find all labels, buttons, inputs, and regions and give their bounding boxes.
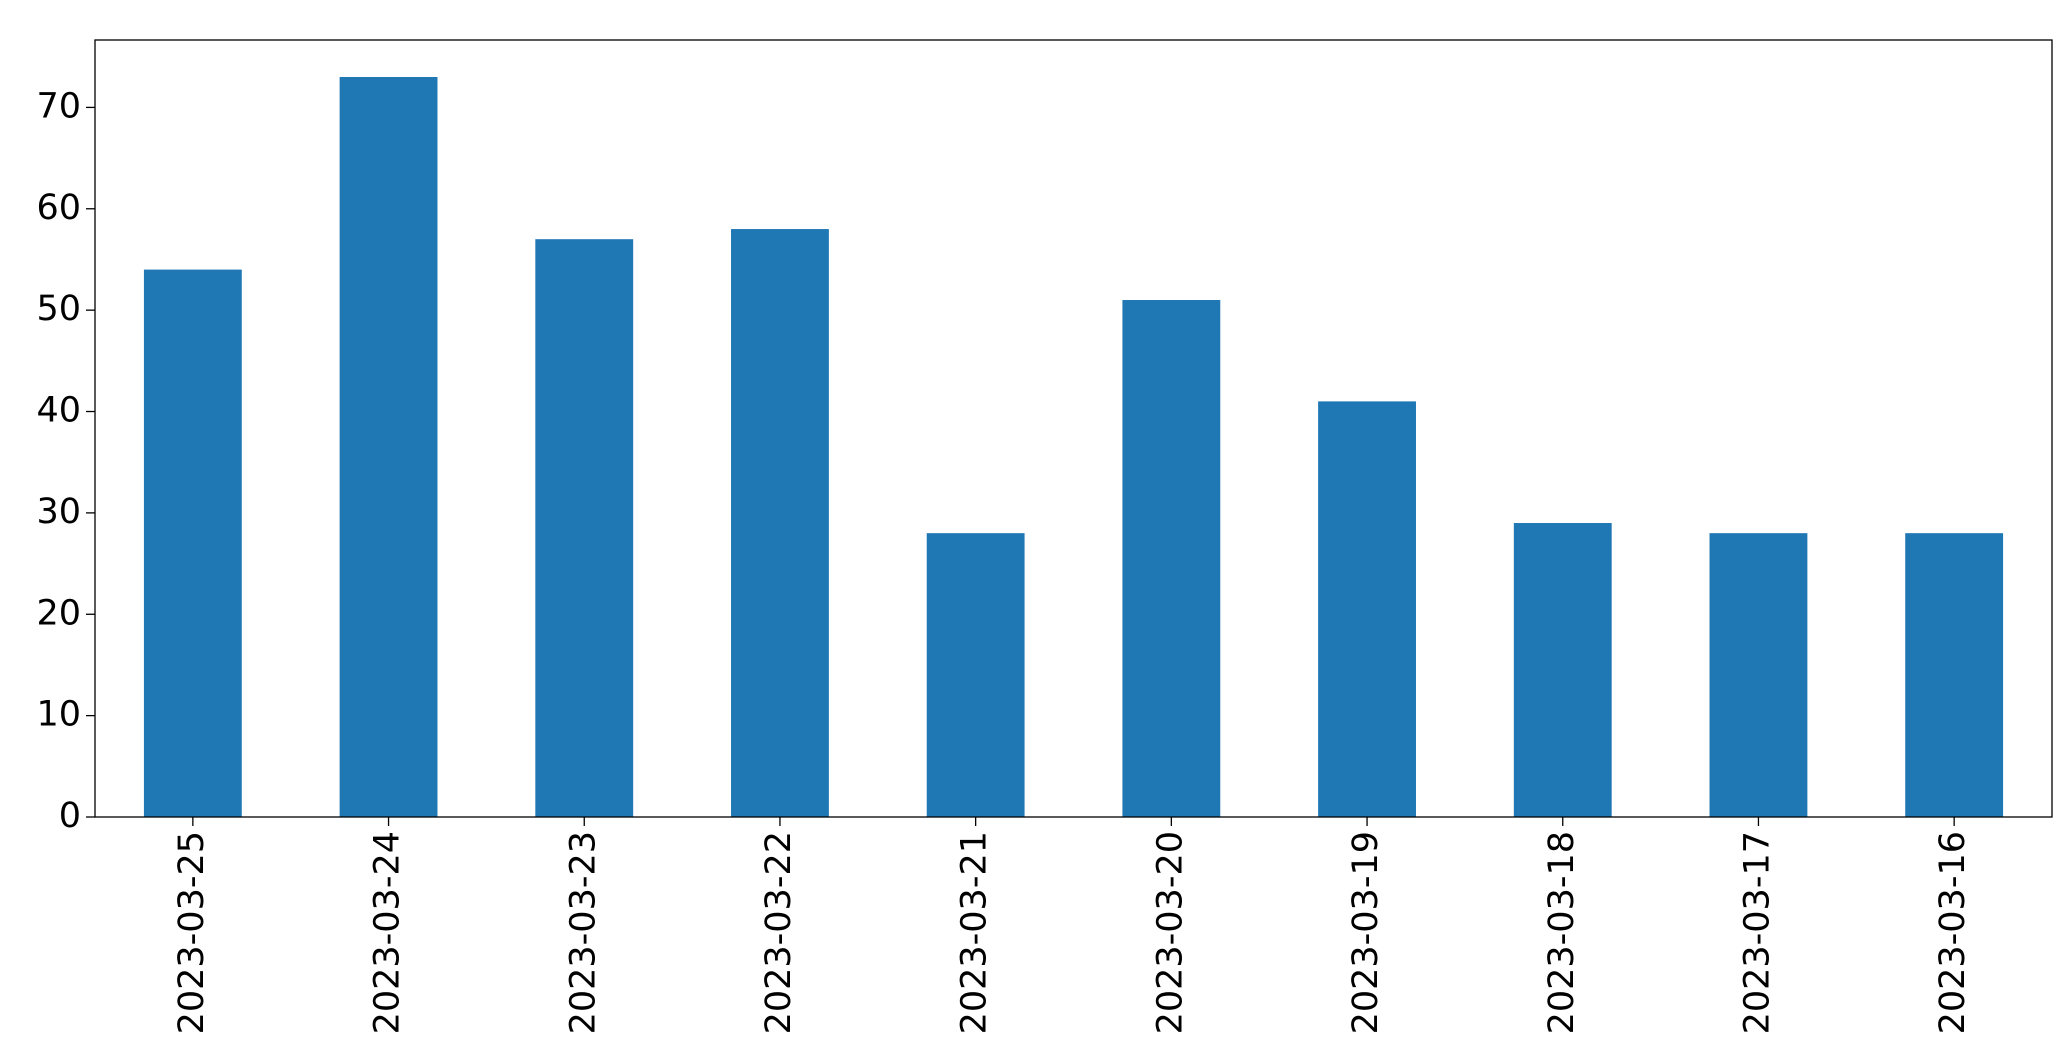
x-tick-label: 2023-03-19 [1346,831,1386,1034]
y-tick-label: 30 [36,492,81,532]
bar [1318,401,1416,817]
axes-frame [94,39,2053,818]
y-tick-label: 20 [36,593,81,633]
x-tick-label: 2023-03-16 [1933,831,1973,1034]
x-tick-label: 2023-03-21 [955,831,995,1034]
y-tick-label: 50 [36,289,81,329]
x-tick-label: 2023-03-25 [172,831,212,1034]
bar [1709,533,1808,817]
x-tick-label: 2023-03-18 [1542,831,1582,1034]
x-tick-label: 2023-03-20 [1150,831,1190,1034]
bar [339,77,438,817]
bar [1513,523,1612,817]
x-tick-label: 2023-03-22 [759,831,799,1034]
y-tick-label: 60 [36,188,81,228]
bar [143,269,242,817]
bar [535,239,634,818]
y-tick-label: 0 [59,796,81,836]
bar [1905,533,2004,817]
y-tick-label: 70 [36,86,81,126]
bar [731,229,829,817]
x-tick-label: 2023-03-17 [1737,831,1777,1034]
y-tick-label: 10 [36,695,81,735]
y-tick-label: 40 [36,391,81,431]
x-tick-label: 2023-03-23 [563,831,603,1034]
x-tick-label: 2023-03-24 [368,831,408,1034]
bar [1122,300,1221,818]
bar [926,533,1025,817]
